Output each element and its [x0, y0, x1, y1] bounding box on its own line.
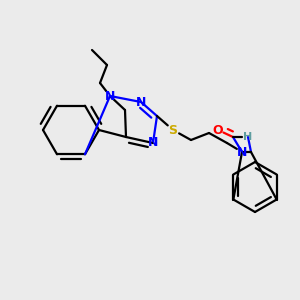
Text: N: N: [136, 95, 146, 109]
Text: S: S: [169, 124, 178, 136]
Text: N: N: [148, 136, 158, 149]
Text: N: N: [237, 146, 247, 158]
Text: N: N: [105, 89, 115, 103]
Text: O: O: [213, 124, 223, 136]
Text: H: H: [243, 132, 253, 142]
